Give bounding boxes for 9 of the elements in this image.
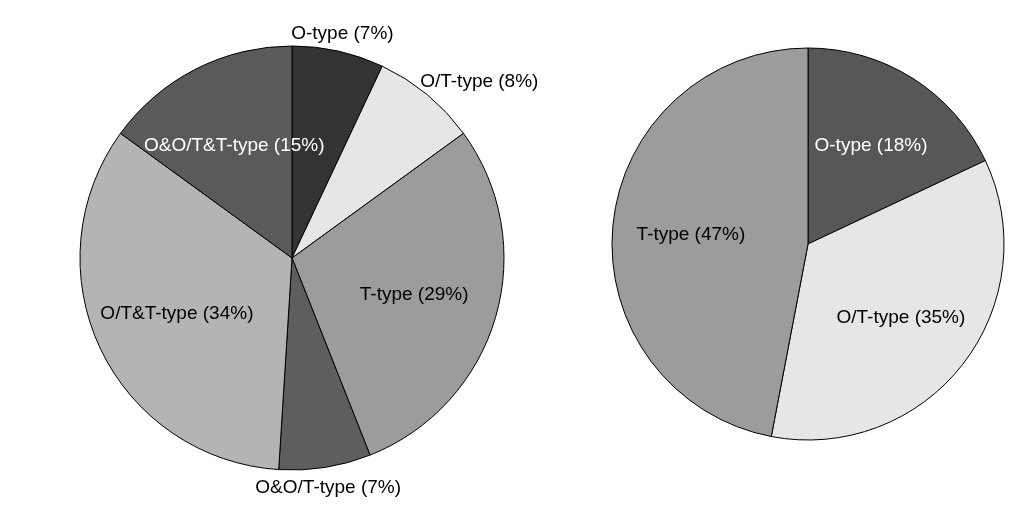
slice-label: O&O/T-type (7%) <box>255 475 401 497</box>
slice-label: O/T&T-type (34%) <box>100 301 254 323</box>
slice-label: O&O/T&T-type (15%) <box>143 134 325 156</box>
slice-label: O-type (7%) <box>291 22 394 44</box>
slice-label: O/T-type (35%) <box>836 305 966 327</box>
slice-label: T-type (29%) <box>359 283 469 305</box>
slice-label: O/T-type (8%) <box>420 69 539 91</box>
slice-label: T-type (47%) <box>636 222 746 244</box>
slice-label: O-type (18%) <box>814 134 928 156</box>
